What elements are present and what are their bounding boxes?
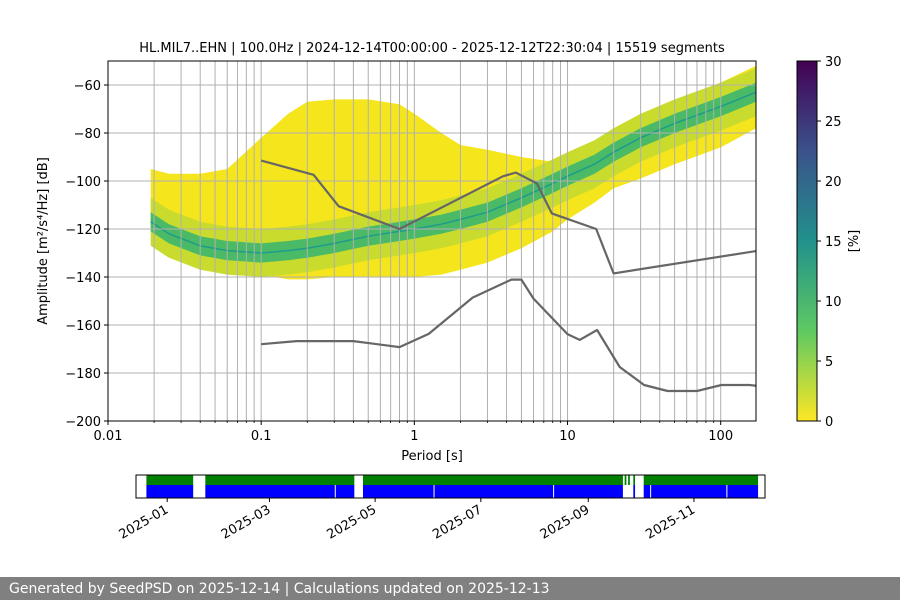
x-tick-label: 10 [559, 429, 576, 444]
y-axis: −60 −80 −100 −120 −140 −160 −180 −200 [65, 79, 108, 430]
timeline-used-segment [205, 485, 355, 498]
timeline-available-segment [205, 475, 355, 485]
x-tick-label: 0.1 [251, 429, 272, 444]
timeline-tick-label: 2025-11 [643, 502, 698, 542]
x-tick-label: 0.01 [94, 429, 123, 444]
x-tick-label: 1 [410, 429, 418, 444]
y-tick-label: −100 [65, 175, 101, 190]
timeline-frame [135, 474, 766, 499]
y-tick-label: −160 [65, 319, 101, 334]
mode-curve [150, 91, 756, 254]
y-axis-label: Amplitude [m²/s⁴/Hz] [dB] [36, 157, 51, 325]
probability-density-core-band [150, 82, 756, 263]
timeline-available-segment [362, 475, 623, 485]
chart-title: HL.MIL7..EHN | 100.0Hz | 2024-12-14T00:0… [139, 41, 725, 56]
colorbar: 0 5 10 15 20 25 30 [%] [796, 55, 862, 430]
data-availability-timeline: 2025-01 2025-03 2025-05 2025-07 2025-09 2025-… [117, 474, 766, 543]
colorbar-tick-label: 15 [825, 235, 842, 250]
y-tick-label: −120 [65, 223, 101, 238]
x-tick-label: 100 [708, 429, 733, 444]
colorbar-tick-label: 0 [825, 415, 833, 430]
timeline-tick-label: 2025-05 [325, 502, 380, 542]
noise-model-nhnm [260, 159, 756, 275]
timeline-available-segment [643, 475, 759, 485]
noise-model-curves [260, 159, 756, 393]
timeline-tick-label: 2025-03 [219, 502, 274, 542]
plot-frame [107, 60, 757, 422]
colorbar-tick-label: 30 [825, 55, 842, 70]
timeline-used-segment [633, 485, 636, 498]
y-tick-label: −200 [65, 415, 101, 430]
ppsd-plot-area: 0.01 0.1 1 10 100 −60 −80 −100 −120 −140 −160 −180… [65, 60, 757, 444]
timeline-ticks: 2025-01 2025-03 2025-05 2025-07 2025-09 2025-… [117, 498, 698, 543]
timeline-used-segment [643, 485, 759, 498]
ppsd-figure: HL.MIL7..EHN | 100.0Hz | 2024-12-14T00:0… [36, 41, 862, 543]
colorbar-tick-label: 10 [825, 295, 842, 310]
y-tick-label: −60 [74, 79, 101, 94]
colorbar-ticks: 0 5 10 15 20 25 30 [817, 55, 842, 430]
timeline-bars [146, 475, 759, 498]
colorbar-tick-label: 20 [825, 175, 842, 190]
timeline-available-segment [624, 475, 627, 485]
timeline-used-segment [146, 485, 194, 498]
y-tick-label: −180 [65, 367, 101, 382]
timeline-available-segment [633, 475, 636, 485]
x-axis-label: Period [s] [401, 449, 463, 464]
timeline-used-segment [362, 485, 623, 498]
colorbar-tick-label: 5 [825, 355, 833, 370]
timeline-available-segment [628, 475, 630, 485]
y-tick-label: −80 [74, 127, 101, 142]
noise-model-nlnm [261, 278, 756, 393]
timeline-available-segment [146, 475, 194, 485]
colorbar-label: [%] [847, 230, 862, 253]
colorbar-tick-label: 25 [825, 115, 842, 130]
timeline-tick-label: 2025-09 [538, 502, 593, 542]
x-axis: 0.01 0.1 1 10 100 [94, 421, 733, 444]
footer-bar: Generated by SeedPSD on 2025-12-14 | Cal… [0, 577, 900, 600]
y-tick-label: −140 [65, 271, 101, 286]
footer-text: Generated by SeedPSD on 2025-12-14 | Cal… [9, 581, 550, 597]
timeline-tick-label: 2025-01 [117, 502, 172, 542]
colorbar-gradient [797, 61, 817, 421]
grid-lines [108, 61, 756, 421]
timeline-tick-label: 2025-07 [430, 502, 485, 542]
y-axis-label-text: Amplitude [m²/s⁴/Hz] [dB] [36, 157, 51, 325]
